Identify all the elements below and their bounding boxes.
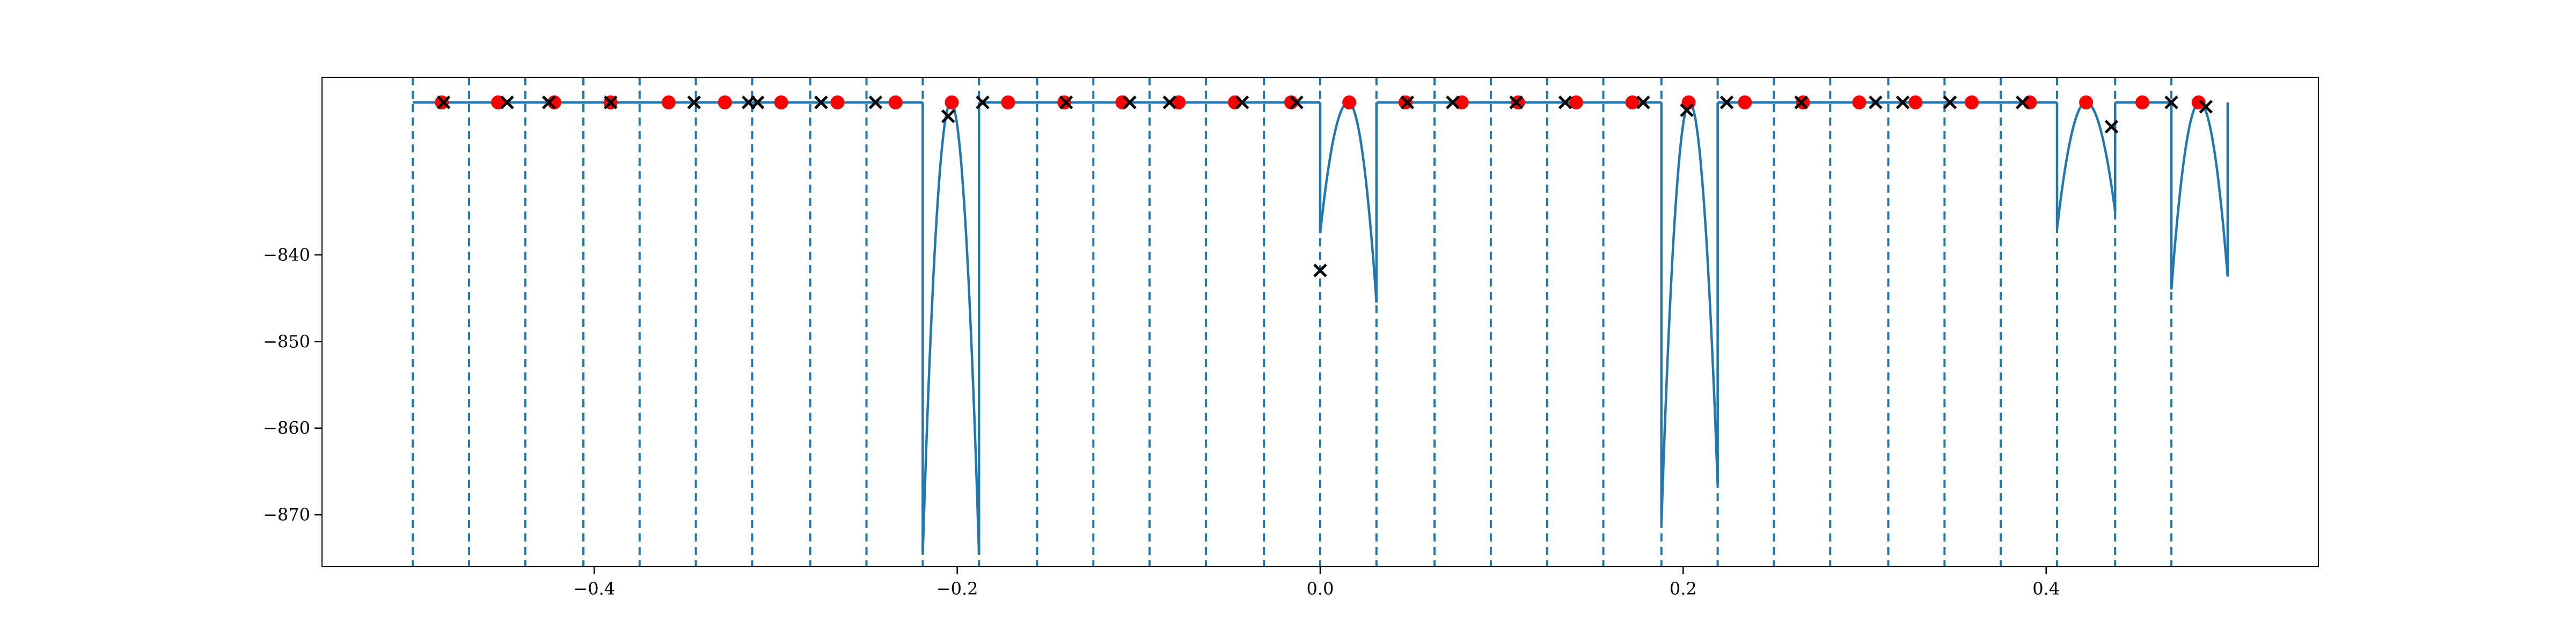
dot-marker	[1342, 95, 1357, 109]
cross-marker	[1896, 96, 1910, 109]
dot-marker	[830, 95, 845, 109]
dot-marker	[1228, 95, 1242, 109]
curve-segment	[1660, 101, 1719, 524]
x-tick-label: 0.2	[1670, 579, 1697, 599]
dot-marker	[1738, 95, 1752, 109]
cross-marker	[1446, 96, 1460, 109]
dot-marker	[2191, 95, 2206, 109]
cross-marker	[1162, 96, 1177, 109]
cross-marker	[1509, 96, 1524, 109]
dot-marker	[774, 95, 788, 109]
dot-marker	[1115, 95, 1130, 109]
cross-marker	[814, 96, 828, 109]
dot-marker	[661, 95, 676, 109]
cross-marker	[976, 96, 990, 109]
cross-marker	[500, 96, 514, 109]
cross-marker	[1794, 96, 1808, 109]
dot-marker	[945, 95, 959, 109]
dot-marker	[1569, 95, 1583, 109]
cross-marker	[541, 96, 556, 109]
dot-marker	[1852, 95, 1867, 109]
dot-marker	[2023, 95, 2037, 109]
cross-marker	[1400, 96, 1415, 109]
y-tick-label: −850	[263, 331, 310, 352]
cross-marker	[1235, 96, 1249, 109]
cross-marker	[1869, 96, 1883, 109]
y-axis: −840 −850 −860 −870	[263, 245, 322, 525]
dot-marker	[1001, 95, 1015, 109]
curve-segment	[2170, 101, 2229, 290]
cross-marker	[2164, 96, 2178, 109]
x-tick-label: 0.4	[2032, 579, 2060, 599]
dot-marker	[1172, 95, 1186, 109]
curve-segment	[921, 101, 980, 554]
dot-marker	[491, 95, 506, 109]
cross-marker	[1059, 96, 1073, 109]
cross-marker	[2199, 100, 2213, 114]
curve-segment	[1319, 101, 1378, 303]
x-tick-label: 0.0	[1307, 579, 1334, 599]
cross-marker	[1636, 96, 1650, 109]
cross-marker	[2104, 120, 2119, 134]
dot-marker	[1625, 95, 1640, 109]
cross-marker	[868, 96, 883, 109]
cross-marker	[436, 96, 451, 109]
cross-markers	[436, 96, 2213, 277]
cross-marker	[2015, 96, 2030, 109]
segment-boundaries	[412, 77, 2173, 567]
dot-marker	[2079, 95, 2094, 109]
cross-marker	[603, 96, 618, 109]
dot-marker	[718, 95, 732, 109]
cross-marker	[750, 96, 765, 109]
cross-marker	[941, 109, 955, 123]
x-axis: −0.4 −0.2 0.0 0.2 0.4	[573, 567, 2060, 599]
dot-marker	[1908, 95, 1923, 109]
dot-marker	[888, 95, 903, 109]
cross-marker	[687, 96, 701, 109]
cross-marker	[1719, 96, 1734, 109]
cross-marker	[1123, 96, 1137, 109]
dot-marker	[2135, 95, 2149, 109]
cross-marker	[1943, 96, 1957, 109]
x-tick-label: −0.2	[936, 579, 978, 599]
dot-marker	[1965, 95, 1979, 109]
y-tick-label: −860	[263, 418, 310, 438]
x-tick-label: −0.4	[573, 579, 615, 599]
cross-marker	[1680, 103, 1694, 118]
y-tick-label: −840	[263, 245, 310, 265]
cross-marker	[1290, 96, 1304, 109]
dot-marker	[1454, 95, 1469, 109]
cross-marker	[1558, 96, 1572, 109]
cross-marker	[1313, 264, 1327, 277]
y-tick-label: −870	[263, 504, 310, 525]
